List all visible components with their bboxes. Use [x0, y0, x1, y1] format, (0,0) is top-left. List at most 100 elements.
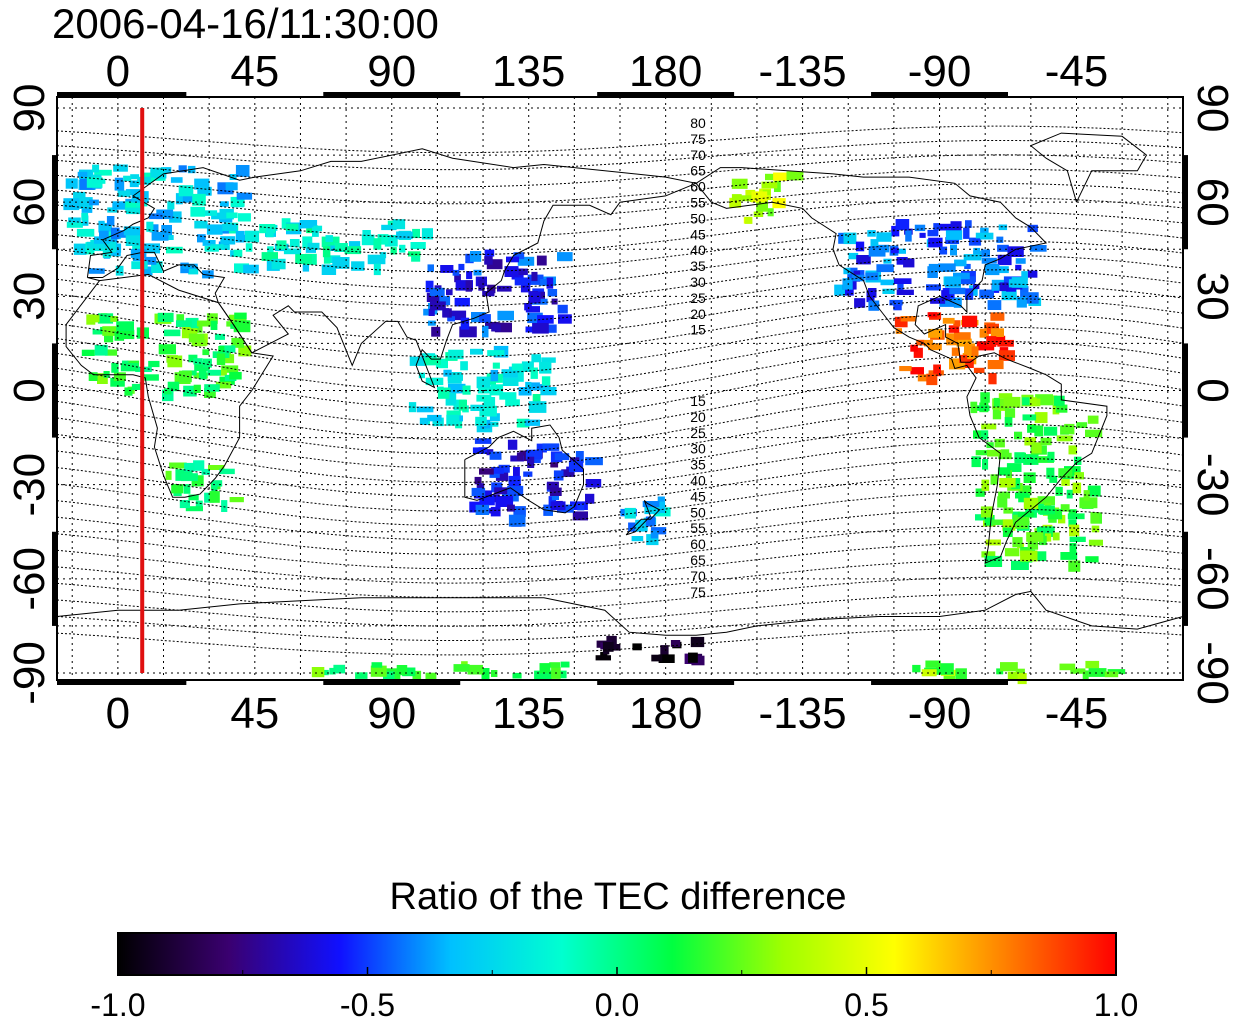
tec-data-cell — [130, 174, 140, 180]
tec-data-cell — [85, 249, 95, 255]
tec-data-cell — [1018, 485, 1032, 496]
tec-data-cell — [943, 672, 956, 681]
tec-data-cell — [891, 225, 900, 237]
tec-data-cell — [553, 470, 564, 481]
tec-data-cell — [998, 452, 1012, 460]
contour-label: 75 — [690, 584, 706, 600]
tec-data-cell — [1026, 532, 1044, 542]
contour-line — [56, 125, 1184, 154]
contour-line — [56, 154, 1184, 188]
tec-data-cell — [123, 175, 132, 182]
tec-data-cell — [322, 246, 331, 258]
tec-data-cell — [731, 194, 742, 201]
tec-data-cell — [491, 670, 498, 677]
tec-data-cell — [188, 267, 199, 275]
tec-data-cell — [868, 300, 880, 311]
tec-data-cell — [1035, 394, 1053, 406]
tec-data-cell — [896, 289, 914, 295]
tec-data-cell — [993, 397, 1000, 407]
tec-data-cell — [542, 443, 560, 451]
tec-data-cell — [944, 276, 961, 288]
tec-data-cell — [105, 241, 117, 253]
tec-data-cell — [1022, 292, 1039, 304]
colorbar-ticks: -1.0 -0.5 0.0 0.5 1.0 — [90, 967, 1138, 1023]
tec-data-cell — [209, 491, 220, 503]
tec-data-cell — [176, 314, 185, 321]
tec-data-cell — [1037, 456, 1054, 463]
tec-data-cell — [87, 314, 100, 323]
tec-data-cell — [113, 164, 128, 172]
tec-data-cell — [933, 223, 940, 231]
tec-data-cell — [458, 399, 467, 411]
tec-data-cell — [502, 377, 519, 386]
tec-data-cell — [933, 364, 941, 377]
tec-data-cell — [843, 232, 857, 245]
tec-data-cell — [745, 189, 756, 198]
y-tick-label-right: 60 — [1188, 178, 1237, 227]
tec-data-cell — [197, 186, 212, 196]
y-tick-label-right: -90 — [1188, 641, 1237, 705]
tec-data-cell — [876, 264, 894, 273]
tec-data-cell — [371, 662, 383, 668]
y-tick-label-left: -90 — [5, 641, 54, 705]
tec-data-cell — [475, 416, 487, 426]
tec-data-cell — [475, 504, 490, 515]
tec-data-cell — [938, 263, 956, 272]
tec-data-cell — [478, 279, 485, 291]
tec-data-cell — [238, 345, 252, 357]
tec-data-cell — [1011, 560, 1029, 570]
tec-data-cell — [534, 670, 552, 680]
frame-bar-bottom — [871, 680, 1009, 685]
tec-data-cell — [194, 178, 210, 190]
tec-data-cell — [181, 473, 198, 482]
tec-data-cell — [1074, 472, 1084, 480]
tec-data-cell — [476, 376, 491, 389]
tec-data-cell — [131, 191, 149, 203]
tec-data-cell — [895, 219, 910, 231]
tec-data-cell — [271, 258, 286, 270]
tec-data-cell — [150, 167, 165, 178]
tec-data-cell — [1060, 504, 1070, 512]
tec-data-cell — [490, 384, 504, 396]
tec-data-cell — [424, 357, 441, 365]
tec-data-cell — [115, 265, 124, 276]
tec-data-cell — [546, 277, 554, 289]
x-tick-label-bottom: 180 — [629, 689, 702, 738]
tec-data-cell — [930, 298, 946, 304]
tec-data-cell — [1044, 426, 1058, 436]
tec-data-cell — [97, 313, 114, 324]
tec-data-cell — [184, 462, 195, 472]
tec-data-cell — [236, 192, 253, 200]
tec-data-cell — [1085, 660, 1100, 669]
tec-data-cell — [454, 274, 461, 283]
tec-data-cell — [572, 511, 588, 521]
tec-data-cell — [1034, 412, 1048, 424]
tec-data-cell — [1083, 490, 1090, 501]
tec-data-cell — [497, 285, 512, 292]
tec-data-cell — [767, 208, 774, 217]
tec-data-cell — [171, 484, 184, 494]
tec-data-cell — [979, 289, 994, 299]
contour-label: 60 — [690, 536, 706, 552]
tec-data-cell — [384, 234, 398, 247]
tec-data-cell — [1030, 397, 1037, 407]
tec-data-cell — [889, 299, 903, 306]
tec-data-cell — [1088, 539, 1103, 546]
contour-label: 40 — [690, 473, 706, 489]
tec-data-cell — [1059, 663, 1076, 671]
tec-data-cell — [178, 370, 192, 383]
tec-data-cell — [1034, 425, 1044, 437]
contour-label: 20 — [690, 409, 706, 425]
tec-data-cell — [999, 282, 1008, 292]
coastline — [56, 590, 1184, 636]
x-tick-label-bottom: -90 — [908, 689, 972, 738]
tec-data-cell — [644, 504, 660, 515]
tec-data-cell — [532, 323, 549, 334]
tec-data-cell — [987, 360, 1004, 370]
tec-data-cell — [965, 220, 972, 228]
tec-data-cell — [448, 349, 464, 360]
tec-data-cell — [1014, 431, 1023, 440]
tec-data-cell — [1001, 288, 1017, 301]
tec-data-cell — [495, 470, 509, 481]
tec-data-cell — [1003, 396, 1021, 408]
